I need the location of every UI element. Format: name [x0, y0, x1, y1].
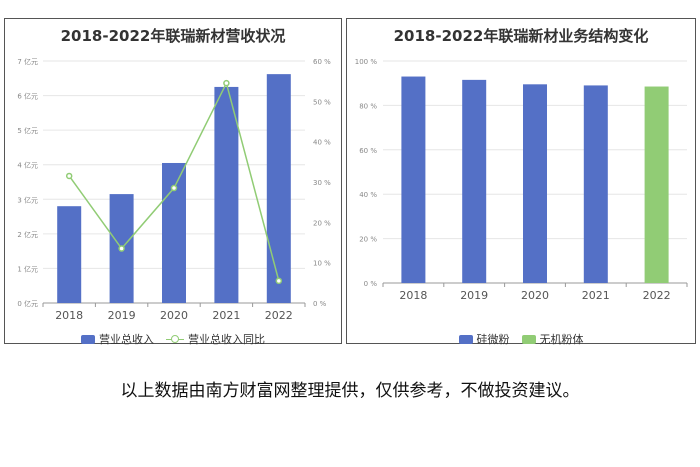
y-tick-label: 80 %: [359, 102, 377, 110]
y-tick-label: 4 亿元: [17, 161, 38, 170]
bar: [523, 84, 547, 283]
x-tick-label: 2019: [108, 309, 136, 322]
legend-item-silica[interactable]: 硅微粉: [458, 331, 510, 347]
legend-line-swatch: [166, 334, 184, 344]
footer-note: 以上数据由南方财富网整理提供，仅供参考，不做投资建议。: [120, 381, 580, 401]
bar: [462, 79, 487, 283]
legend-label: 硅微粉: [476, 333, 510, 346]
y2-tick-label: 40 %: [313, 139, 331, 147]
y-tick-label: 20 %: [359, 236, 377, 244]
x-tick-label: 2018: [399, 289, 427, 302]
chart-title: 2018-2022年联瑞新材业务结构变化: [393, 27, 649, 45]
y-tick-label: 100 %: [355, 58, 378, 66]
x-tick-label: 2020: [521, 289, 549, 302]
x-tick-label: 2022: [265, 309, 293, 322]
y-tick-label: 0 %: [364, 280, 378, 288]
structure-chart-panel: 2018-2022年联瑞新材业务结构变化 0 % 20 % 40 % 60 % 80 %…: [346, 18, 696, 347]
structure-chart: 0 % 20 % 40 % 60 % 80 % 100 % 2018 2019 2020 2021…: [355, 58, 688, 302]
x-tick-label: 2018: [55, 309, 83, 322]
bar: [266, 74, 291, 303]
y-tick-label: 40 %: [359, 191, 377, 199]
bar: [214, 86, 239, 303]
x-tick-label: 2020: [160, 309, 188, 322]
y2-tick-label: 0 %: [313, 300, 327, 308]
legend-bar-swatch: [81, 334, 95, 344]
y2-tick-label: 20 %: [313, 219, 331, 227]
legend-item-growth[interactable]: 营业总收入同比: [166, 331, 265, 347]
y-tick-label: 5 亿元: [17, 126, 38, 135]
legend-bar-swatch: [521, 334, 536, 344]
y2-tick-label: 10 %: [313, 260, 331, 268]
revenue-chart: 0 亿元 1 亿元 2 亿元 3 亿元 4 亿元 5 亿元 6 亿元 7 亿元 0 % 10 % 2…: [17, 57, 331, 322]
revenue-chart-panel: 2018-2022年联瑞新材营收状况 0 亿元 1 亿元 2 亿元 3 亿元 4 亿元 5…: [4, 18, 342, 347]
bar: [644, 86, 669, 283]
legend-item-inorganic[interactable]: 无机粉体: [521, 331, 584, 347]
y2-tick-label: 30 %: [313, 179, 331, 187]
x-tick-label: 2019: [460, 289, 488, 302]
line-point: [170, 184, 178, 192]
y-tick-label: 6 亿元: [17, 92, 38, 101]
chart-legend: 营业总收入 营业总收入同比: [5, 331, 341, 347]
x-tick-label: 2021: [582, 289, 610, 302]
y-tick-label: 0 亿元: [17, 299, 38, 308]
line-point: [275, 277, 283, 285]
line-point: [223, 79, 230, 87]
bar: [401, 76, 426, 283]
legend-item-revenue[interactable]: 营业总收入: [81, 331, 154, 347]
x-tick-label: 2021: [212, 309, 240, 322]
y2-tick-label: 50 %: [313, 98, 331, 106]
bar: [57, 206, 82, 303]
legend-bar-swatch: [458, 334, 473, 344]
chart-legend: 硅微粉 无机粉体: [347, 331, 695, 347]
y-tick-label: 3 亿元: [17, 195, 38, 204]
legend-label: 营业总收入同比: [188, 333, 265, 346]
y-tick-label: 7 亿元: [17, 57, 38, 66]
bar: [583, 85, 608, 283]
line-point: [65, 172, 73, 180]
y-tick-label: 1 亿元: [17, 264, 38, 273]
bar: [162, 162, 186, 303]
legend-label: 营业总收入: [99, 333, 154, 346]
y2-tick-label: 60 %: [313, 58, 331, 66]
y-tick-label: 2 亿元: [17, 230, 38, 239]
legend-label: 无机粉体: [539, 333, 584, 346]
line-point: [118, 245, 125, 252]
x-tick-label: 2022: [643, 289, 671, 302]
y-tick-label: 60 %: [359, 147, 377, 155]
chart-title: 2018-2022年联瑞新材营收状况: [60, 27, 286, 45]
